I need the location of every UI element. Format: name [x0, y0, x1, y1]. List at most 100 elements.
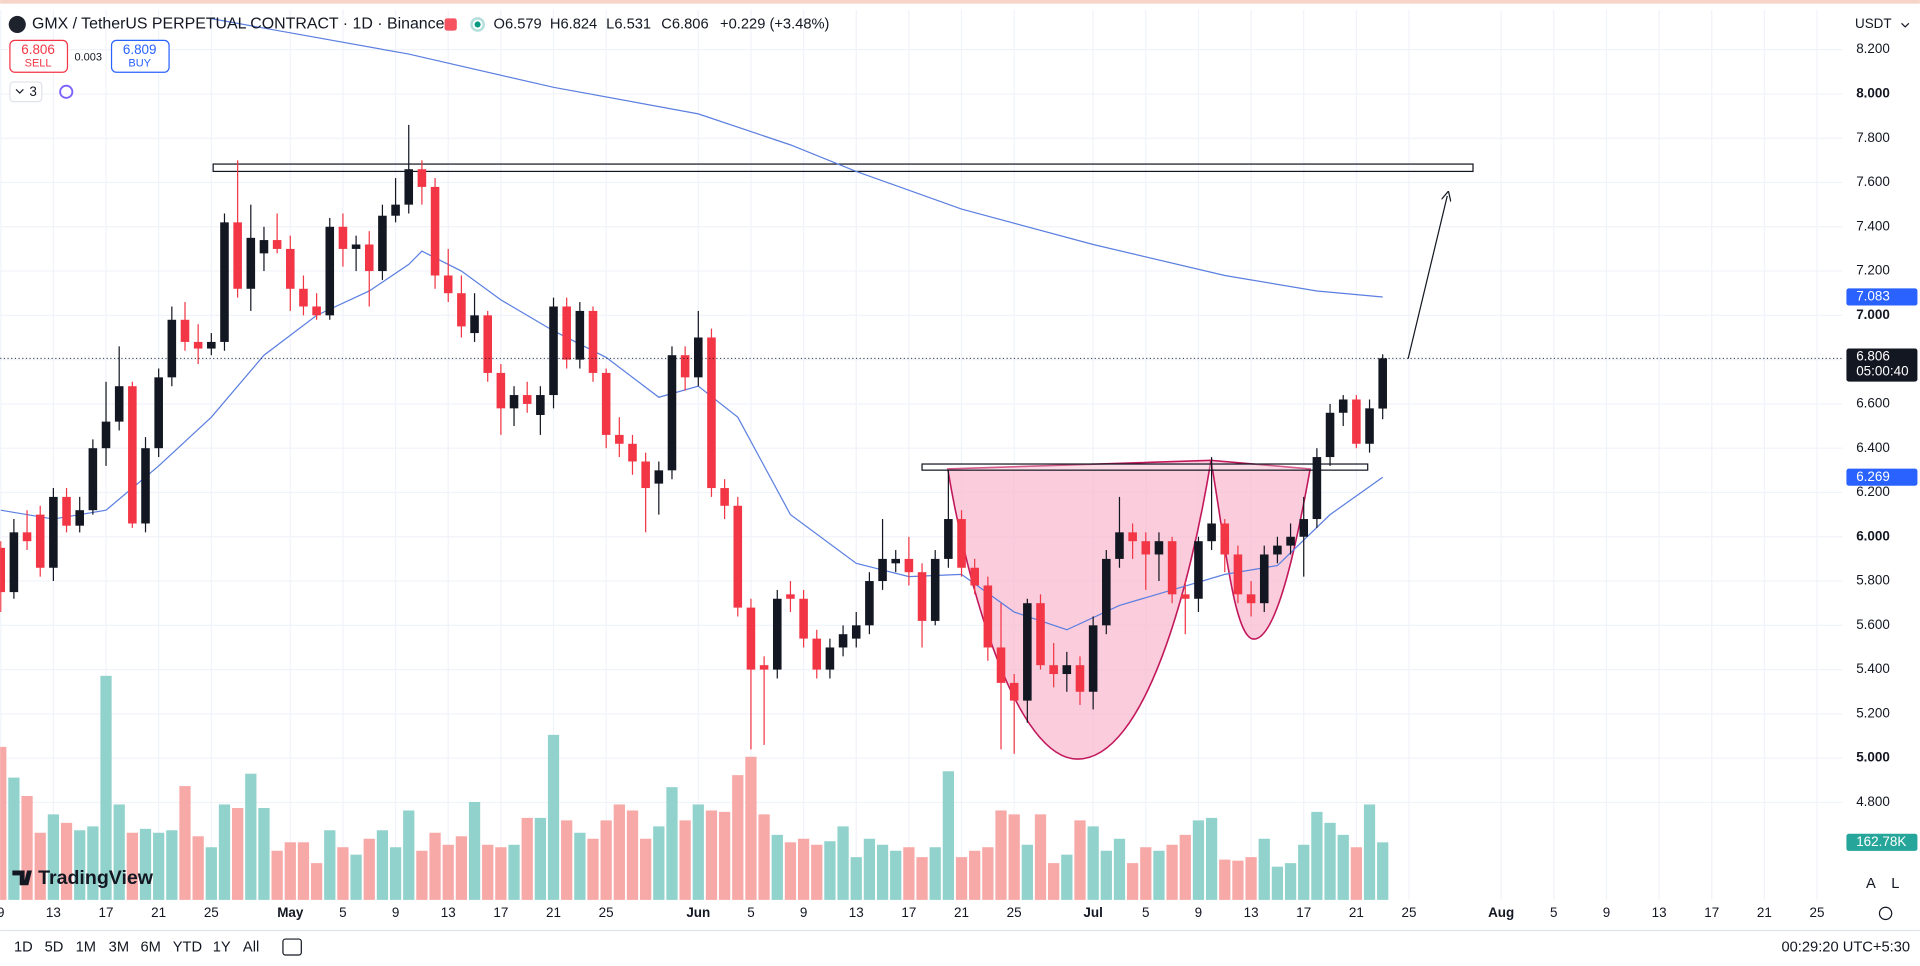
sell-label[interactable]: SELL — [25, 58, 52, 70]
candle-body — [75, 510, 84, 526]
range-button[interactable]: All — [243, 940, 259, 956]
candle-body — [49, 496, 58, 568]
x-tick-label: 13 — [46, 905, 61, 920]
volume-bar — [797, 838, 810, 900]
settings-icon[interactable] — [1878, 906, 1893, 921]
volume-bar — [1363, 804, 1376, 900]
volume-bar — [100, 675, 112, 900]
volume-bar — [1061, 854, 1073, 900]
y-tick-label: 6.400 — [1856, 440, 1890, 455]
volume-bar — [561, 820, 573, 900]
range-button[interactable]: 3M — [109, 940, 129, 956]
spread: 0.003 — [75, 51, 103, 63]
candle-body — [114, 386, 124, 422]
candle-body — [351, 244, 361, 249]
x-tick-label: 21 — [151, 905, 166, 920]
price-axis: 8.2008.0007.8007.6007.4007.2007.0006.800… — [1846, 41, 1918, 851]
candle-body — [654, 470, 664, 484]
x-tick-label: 25 — [1402, 905, 1417, 920]
candle-body — [1273, 545, 1282, 555]
currency-chevron — [1901, 22, 1910, 28]
candle-body — [707, 337, 716, 489]
candle-body — [443, 275, 453, 294]
x-tick-label: 25 — [599, 905, 614, 920]
volume-bar — [1140, 847, 1152, 900]
sync-icon[interactable] — [59, 84, 74, 99]
volume-bar — [87, 826, 99, 900]
buy-price[interactable]: 6.809 — [123, 42, 157, 57]
x-tick-label: 13 — [441, 905, 456, 920]
indicator-count[interactable]: 3 — [29, 84, 36, 99]
range-button[interactable]: 6M — [141, 940, 161, 956]
volume-bar — [403, 810, 415, 900]
candle-body — [1246, 594, 1256, 604]
volume-bar — [337, 847, 349, 900]
candle-body — [193, 341, 203, 349]
candle-body — [1141, 541, 1151, 555]
candle-body — [1194, 541, 1203, 599]
candle-body — [404, 169, 414, 205]
y-tick-label: 5.400 — [1856, 661, 1890, 676]
alert-icon[interactable] — [444, 18, 457, 31]
volume-bar — [1153, 850, 1165, 900]
volume-bar — [284, 842, 296, 900]
candle-body — [220, 222, 229, 342]
x-tick-label: 21 — [1349, 905, 1364, 920]
volume-bar — [113, 804, 125, 900]
candle-body — [325, 226, 335, 316]
countdown: 05:00:40 — [1856, 363, 1908, 378]
candle-body — [917, 572, 927, 621]
candle-body — [1180, 594, 1190, 599]
candle-body — [272, 240, 282, 249]
buy-label[interactable]: BUY — [128, 58, 151, 70]
range-button[interactable]: 5D — [45, 940, 64, 956]
candle-body — [312, 306, 321, 316]
candle-body — [128, 386, 137, 524]
range-button[interactable]: 1M — [76, 940, 96, 956]
currency[interactable]: USDT — [1855, 16, 1892, 31]
sell-button[interactable] — [9, 39, 69, 73]
volume-bar — [784, 842, 797, 900]
range-button[interactable]: YTD — [173, 940, 202, 956]
candle-body — [299, 288, 308, 307]
volume-bar — [192, 836, 204, 900]
candle-body — [338, 226, 348, 249]
auto-scale[interactable]: A — [1866, 876, 1876, 892]
y-tick-label: 6.200 — [1856, 484, 1890, 499]
candle-body — [536, 395, 545, 415]
ma-price-label: 6.269 — [1856, 469, 1890, 484]
volume-bar — [600, 820, 612, 900]
candle-body — [957, 519, 966, 568]
candle-body — [983, 585, 993, 648]
candle-body — [1154, 541, 1164, 555]
y-tick-label: 5.800 — [1856, 573, 1890, 588]
y-tick-label: 8.200 — [1856, 41, 1890, 56]
candle-body — [1207, 523, 1216, 542]
volume-bar — [0, 746, 7, 900]
volume-bar — [508, 844, 520, 900]
buy-button[interactable] — [110, 39, 170, 73]
candle-layer — [0, 124, 1387, 754]
candle-body — [509, 395, 519, 409]
sell-price[interactable]: 6.806 — [21, 42, 55, 57]
volume-bar — [324, 830, 336, 900]
clock[interactable]: 00:29:20 UTC+5:30 — [1781, 940, 1910, 956]
indicator-toggle[interactable] — [9, 81, 43, 103]
calendar-icon[interactable] — [282, 938, 302, 956]
volume-bar — [232, 808, 244, 900]
range-button[interactable]: 1Y — [213, 940, 231, 956]
candle-body — [417, 169, 427, 187]
volume-bar — [534, 817, 546, 900]
log-scale[interactable]: L — [1891, 876, 1899, 892]
moving-average — [211, 18, 1383, 298]
candle-body — [641, 461, 650, 489]
volume-bar — [640, 838, 652, 900]
candle-body — [825, 647, 835, 670]
volume-bar — [692, 804, 704, 900]
volume-bar — [942, 771, 955, 900]
volume-bar — [1021, 844, 1033, 900]
x-tick-label: 13 — [1244, 905, 1259, 920]
volume-bar — [771, 834, 783, 900]
volume-bar — [574, 832, 586, 900]
range-button[interactable]: 1D — [14, 940, 33, 956]
